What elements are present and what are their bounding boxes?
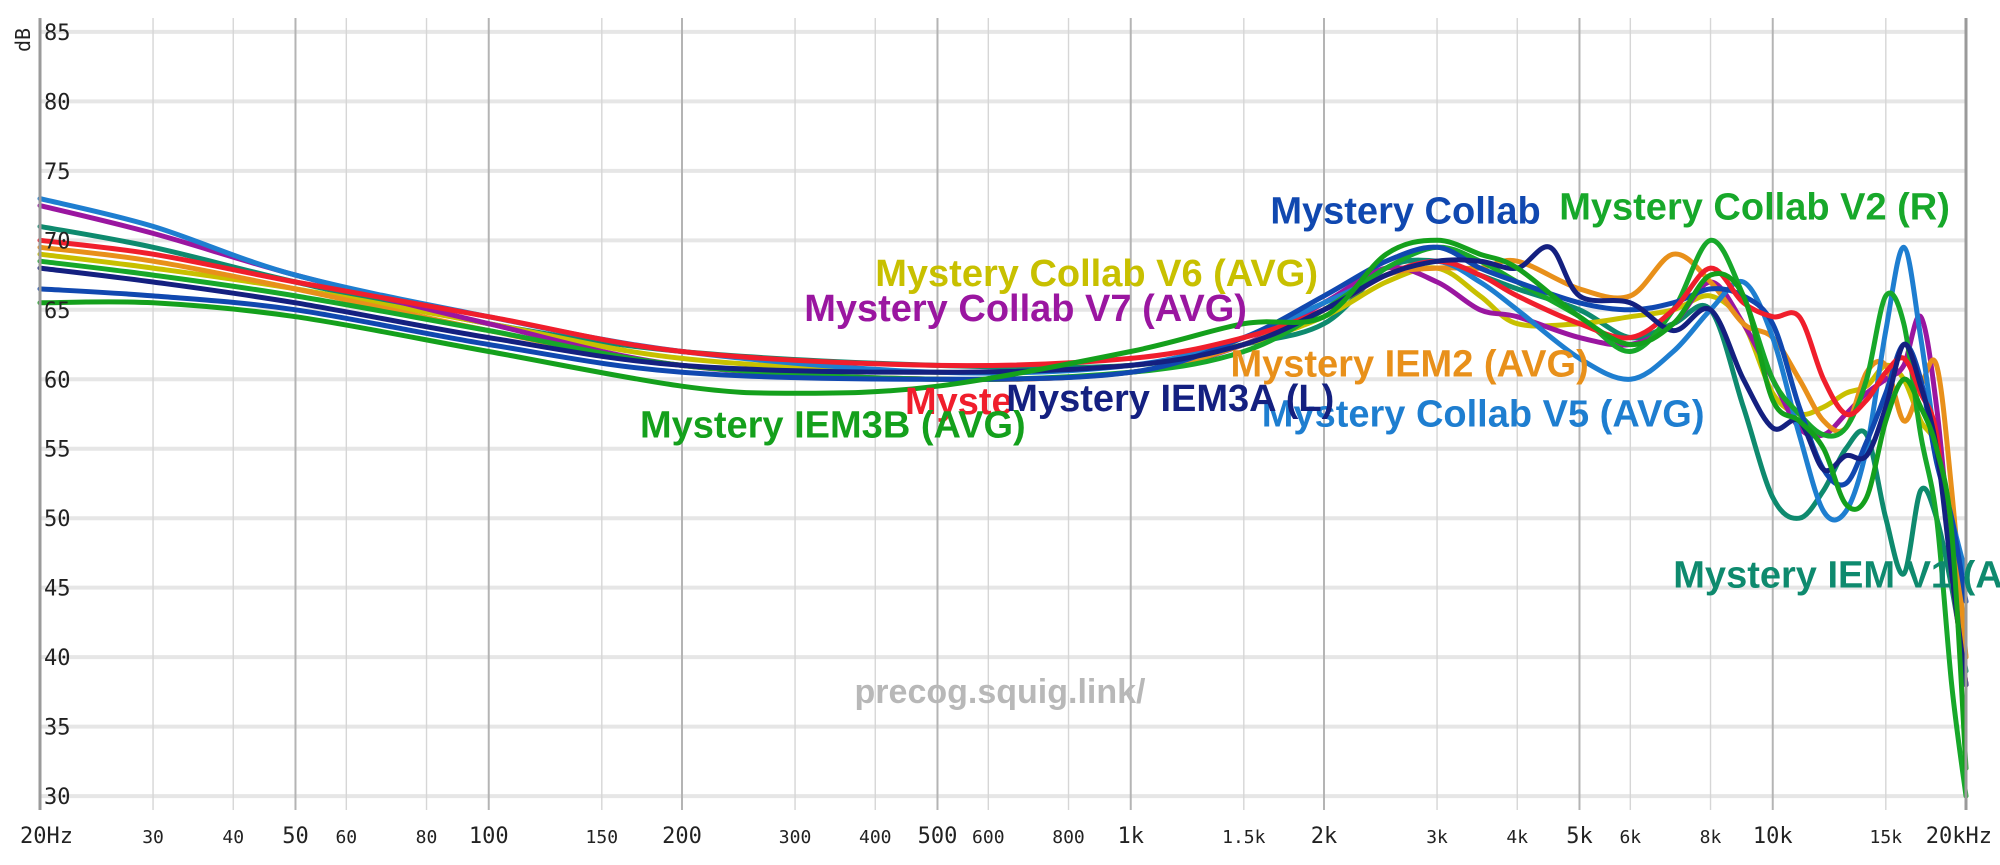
x-tick-label: 400 — [859, 827, 892, 848]
series-label-7: Mystery Collab — [1270, 191, 1540, 233]
x-tick-label: 20Hz — [20, 824, 73, 849]
series-label-8: Myste — [905, 381, 1013, 423]
series-label-1: Mystery IEM V1 (AVG) — [1673, 555, 2000, 597]
x-tick-label: 50 — [282, 824, 309, 849]
y-tick-label: 30 — [44, 785, 71, 810]
y-tick-label: 50 — [44, 507, 71, 532]
x-tick-label: 6k — [1619, 827, 1641, 848]
x-tick-label: 60 — [335, 827, 357, 848]
x-tick-label: 800 — [1052, 827, 1085, 848]
y-tick-label: 65 — [44, 299, 71, 324]
y-tick-label: 45 — [44, 577, 71, 602]
axes: 85 80 75 70 65 60 55 50 45 40 35 30 20Hz 30 40 50 60 80 10… — [20, 18, 1992, 849]
x-tick-label: 500 — [918, 824, 958, 849]
y-tick-label: 40 — [44, 646, 71, 671]
x-tick-label: 5k — [1566, 824, 1593, 849]
y-tick-label: 55 — [44, 438, 71, 463]
x-tick-label: 2k — [1311, 824, 1338, 849]
watermark: precog.squig.link/ — [855, 673, 1146, 711]
y-tick-label: 75 — [44, 160, 71, 185]
y-tick-label: 60 — [44, 368, 71, 393]
x-tick-label: 30 — [142, 827, 164, 848]
series-line-9 — [37, 244, 1969, 688]
x-tick-label: 3k — [1426, 827, 1448, 848]
y-axis-label: dB — [11, 28, 35, 52]
series-line-7 — [37, 244, 1969, 605]
x-tick-label: 600 — [972, 827, 1005, 848]
x-tick-label: 300 — [779, 827, 812, 848]
y-tick-label: 85 — [44, 21, 71, 46]
series-label-4: Mystery IEM2 (AVG) — [1230, 343, 1588, 385]
x-tick-label: 150 — [586, 827, 619, 848]
series-line-10 — [37, 237, 1969, 771]
series-label-5: Mystery Collab V5 (AVG) — [1262, 394, 1705, 436]
x-tick-label: 8k — [1700, 827, 1722, 848]
series-labels: Mystery IEM V1 (AVG) Mystery Collab V6 (A… — [640, 186, 2000, 596]
x-tick-label: 15k — [1870, 827, 1903, 848]
x-tick-label: 40 — [222, 827, 244, 848]
series-lines — [37, 196, 1969, 799]
x-tick-label: 1k — [1117, 824, 1144, 849]
x-tick-label: 4k — [1506, 827, 1528, 848]
x-tick-label: 100 — [469, 824, 509, 849]
series-label-6: Mystery Collab V2 (R) — [1559, 186, 1950, 228]
series-line-8 — [37, 237, 1969, 688]
series-label-10: Mystery IEM3B (AVG) — [640, 405, 1026, 447]
series-label-2: Mystery Collab V6 (AVG) — [875, 253, 1318, 295]
series-label-9: Mystery IEM3A (L) — [1006, 378, 1334, 420]
series-label-3: Mystery Collab V7 (AVG) — [804, 288, 1247, 330]
y-tick-label: 80 — [44, 90, 71, 115]
x-tick-label: 10k — [1753, 824, 1793, 849]
y-tick-label: 35 — [44, 716, 71, 741]
x-tick-label: 20kHz — [1926, 824, 1992, 849]
y-tick-label: 70 — [44, 229, 71, 254]
x-tick-label: 80 — [416, 827, 438, 848]
x-tick-label: 1.5k — [1222, 827, 1266, 848]
x-tick-label: 200 — [662, 824, 702, 849]
